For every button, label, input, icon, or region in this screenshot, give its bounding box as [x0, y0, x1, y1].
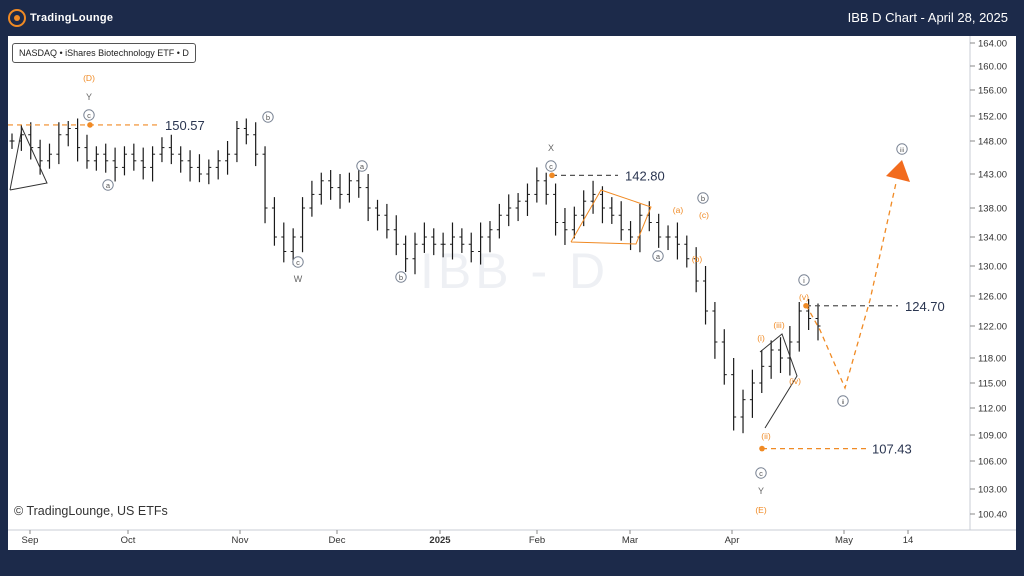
wave-label: c: [296, 258, 300, 267]
target-arrow-icon: [886, 160, 910, 182]
wave-label-circle: [798, 274, 810, 286]
wave-label-circle: [697, 192, 709, 204]
price-level-label: 142.80: [625, 168, 665, 183]
footer-bar: [0, 550, 1024, 576]
y-tick-label: 112.00: [978, 404, 1006, 415]
y-tick-label: 122.00: [978, 322, 1007, 333]
wave-label: (D): [83, 73, 95, 83]
y-tick-label: 118.00: [978, 354, 1006, 365]
y-tick-label: 109.00: [978, 431, 1007, 442]
brand-icon: [8, 9, 26, 27]
x-tick-label: Apr: [725, 535, 740, 546]
brand-logo: TradingLounge: [8, 9, 113, 27]
x-tick-label: 2025: [429, 535, 451, 546]
wave-label: b: [399, 273, 403, 282]
header-bar: TradingLounge IBB D Chart - April 28, 20…: [0, 0, 1024, 36]
wave-label: Y: [86, 92, 92, 102]
wave-label: W: [294, 274, 303, 284]
wave-label-circle: [755, 467, 767, 479]
y-tick-label: 164.00: [978, 39, 1007, 50]
y-tick-label: 156.00: [978, 86, 1007, 97]
wave-label-circle: [83, 109, 95, 121]
wave-label: a: [106, 181, 111, 190]
wave-label: a: [360, 162, 365, 171]
watermark: IBB - D: [420, 243, 610, 299]
wave-label: (b): [692, 254, 703, 264]
wave-label-circle: [545, 160, 557, 172]
price-level-dot: [759, 445, 765, 452]
y-tick-label: 138.00: [978, 204, 1007, 215]
wave-label: (ii): [761, 431, 771, 441]
symbol-label: NASDAQ • iShares Biotechnology ETF • D: [12, 43, 196, 63]
wave-label: (iii): [773, 320, 784, 330]
diagonal-line: [759, 333, 798, 429]
wave-label: b: [266, 113, 270, 122]
wave-label: (i): [757, 333, 765, 343]
x-tick-label: Nov: [232, 535, 249, 546]
brand-name: TradingLounge: [30, 12, 114, 24]
y-tick-label: 130.00: [978, 262, 1007, 273]
wave-label: (v): [799, 292, 809, 302]
wave-label-circle: [896, 143, 908, 155]
projection-path: [805, 182, 897, 390]
wave-label-circle: [102, 179, 114, 191]
price-level-label: 124.70: [905, 299, 945, 314]
x-tick-label: Oct: [121, 535, 136, 546]
x-tick-label: Mar: [622, 535, 638, 546]
wave-label-circle: [292, 256, 304, 268]
triangle-line: [570, 189, 652, 245]
wave-label-circle: [837, 395, 849, 407]
wave-label: iii: [900, 148, 904, 154]
chart-panel: [8, 36, 1016, 550]
wave-label-circle: [356, 160, 368, 172]
x-tick-label: May: [835, 535, 853, 546]
wave-label: (a): [673, 205, 684, 215]
wave-label: Y: [758, 486, 764, 496]
x-tick-label: Sep: [22, 535, 39, 546]
wave-label: ii: [842, 400, 845, 406]
y-tick-label: 134.00: [978, 233, 1007, 244]
wedge-line: [9, 126, 48, 191]
y-tick-label: 100.40: [978, 510, 1007, 521]
wave-label: X: [548, 143, 554, 153]
wave-label: (iv): [789, 376, 801, 386]
wave-label: (c): [699, 210, 709, 220]
wave-label: b: [701, 194, 705, 203]
wave-label: c: [87, 111, 91, 120]
wave-label: (E): [755, 505, 767, 515]
chart-title: IBB D Chart - April 28, 2025: [847, 10, 1008, 25]
wave-label-circle: [262, 111, 274, 123]
x-tick-label: Dec: [329, 535, 346, 546]
x-tick-label: 14: [903, 535, 914, 546]
price-level-dot: [549, 172, 555, 179]
y-tick-label: 143.00: [978, 170, 1007, 181]
y-tick-label: 152.00: [978, 112, 1007, 123]
wave-label: c: [549, 162, 553, 171]
wave-label: i: [803, 276, 805, 285]
x-tick-label: Feb: [529, 535, 545, 546]
y-tick-label: 148.00: [978, 137, 1007, 148]
y-tick-label: 115.00: [978, 379, 1006, 390]
price-level-label: 107.43: [872, 442, 912, 457]
price-level-dot: [87, 122, 93, 128]
y-tick-label: 103.00: [978, 485, 1007, 496]
y-tick-label: 160.00: [978, 62, 1007, 73]
y-tick-label: 126.00: [978, 292, 1007, 303]
wave-label-circle: [652, 250, 664, 262]
wave-label-circle: [395, 271, 407, 283]
y-tick-label: 106.00: [978, 457, 1007, 468]
wave-label: a: [656, 252, 661, 261]
wave-label: c: [759, 469, 763, 478]
copyright-text: © TradingLounge, US ETFs: [14, 504, 168, 518]
price-level-label: 150.57: [165, 118, 205, 133]
